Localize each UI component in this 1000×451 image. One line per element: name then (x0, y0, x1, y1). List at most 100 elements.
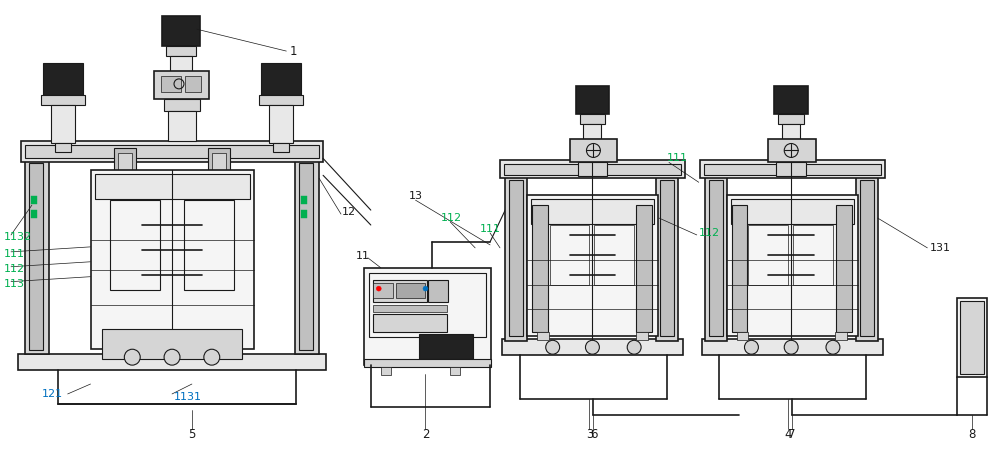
Bar (660, 180, 674, 336)
Bar (731, 199, 854, 224)
Circle shape (376, 286, 381, 291)
Bar (594, 225, 634, 285)
Bar (419, 334, 473, 359)
Text: 111: 111 (4, 249, 25, 259)
Bar (185, 76, 201, 92)
Bar (704, 164, 881, 175)
Circle shape (204, 349, 220, 365)
Bar (700, 161, 885, 178)
Bar (709, 180, 723, 336)
Bar (364, 268, 491, 365)
Bar (583, 124, 601, 138)
Bar (793, 225, 833, 285)
Text: 112: 112 (440, 213, 461, 223)
Bar (154, 71, 209, 99)
Text: 4: 4 (784, 428, 792, 441)
Bar (301, 210, 307, 218)
Text: 113: 113 (4, 279, 25, 289)
Circle shape (585, 341, 599, 354)
Bar (960, 300, 984, 374)
Bar (118, 153, 132, 337)
Circle shape (744, 341, 758, 354)
Bar (732, 205, 747, 332)
Bar (768, 138, 816, 162)
Text: 111: 111 (480, 224, 501, 234)
Bar (957, 298, 987, 377)
Text: 112: 112 (4, 264, 25, 274)
Bar (208, 148, 230, 342)
Bar (369, 273, 486, 337)
Circle shape (627, 341, 641, 354)
Text: 11: 11 (356, 251, 370, 261)
Text: 5: 5 (188, 428, 196, 441)
Bar (502, 339, 683, 355)
Circle shape (784, 341, 798, 354)
Bar (531, 199, 654, 224)
Circle shape (124, 349, 140, 365)
Bar (166, 46, 196, 56)
Bar (782, 124, 800, 138)
Bar (25, 158, 49, 354)
Bar (500, 161, 685, 178)
Bar (25, 144, 319, 158)
Bar (184, 200, 234, 290)
Bar (41, 95, 85, 105)
Bar (860, 180, 874, 336)
Bar (301, 196, 307, 204)
Text: 121: 121 (42, 389, 63, 399)
Bar (364, 359, 491, 367)
Text: 7: 7 (788, 428, 796, 441)
Text: 112: 112 (699, 228, 720, 238)
Bar (168, 110, 196, 141)
Bar (273, 143, 289, 152)
Text: 13: 13 (409, 191, 423, 201)
Bar (55, 143, 71, 152)
Text: 2: 2 (422, 428, 429, 441)
Bar (532, 205, 548, 332)
Bar (373, 280, 427, 302)
Bar (509, 180, 523, 336)
Bar (373, 314, 447, 332)
Text: 8: 8 (968, 428, 976, 441)
Bar (505, 175, 527, 341)
Bar (91, 170, 254, 349)
Circle shape (423, 286, 428, 291)
Circle shape (826, 341, 840, 354)
Text: 1132: 1132 (4, 232, 32, 242)
Text: 3: 3 (586, 428, 593, 441)
Bar (373, 283, 393, 298)
Bar (835, 332, 847, 341)
Bar (295, 158, 319, 354)
Bar (702, 339, 883, 355)
Bar (580, 114, 605, 124)
Bar (164, 99, 200, 110)
Bar (748, 225, 788, 285)
Text: 1: 1 (289, 45, 297, 58)
Bar (269, 105, 293, 143)
Bar (95, 175, 250, 199)
Bar (261, 63, 301, 95)
Bar (18, 354, 326, 370)
Text: 111: 111 (667, 153, 688, 163)
Bar (836, 205, 852, 332)
Bar (856, 175, 878, 341)
Bar (259, 95, 303, 105)
Bar (636, 332, 648, 341)
Bar (162, 16, 200, 46)
Bar (31, 210, 37, 218)
Bar (570, 138, 617, 162)
Bar (705, 175, 727, 341)
Text: 131: 131 (929, 243, 950, 253)
Bar (576, 86, 609, 114)
Bar (381, 367, 391, 375)
Bar (527, 195, 658, 336)
Bar (578, 162, 607, 176)
Bar (636, 205, 652, 332)
Bar (31, 196, 37, 204)
Bar (778, 114, 804, 124)
Circle shape (546, 341, 560, 354)
Bar (396, 283, 425, 298)
Text: 1131: 1131 (174, 392, 202, 402)
Bar (373, 304, 447, 313)
Bar (212, 153, 226, 337)
